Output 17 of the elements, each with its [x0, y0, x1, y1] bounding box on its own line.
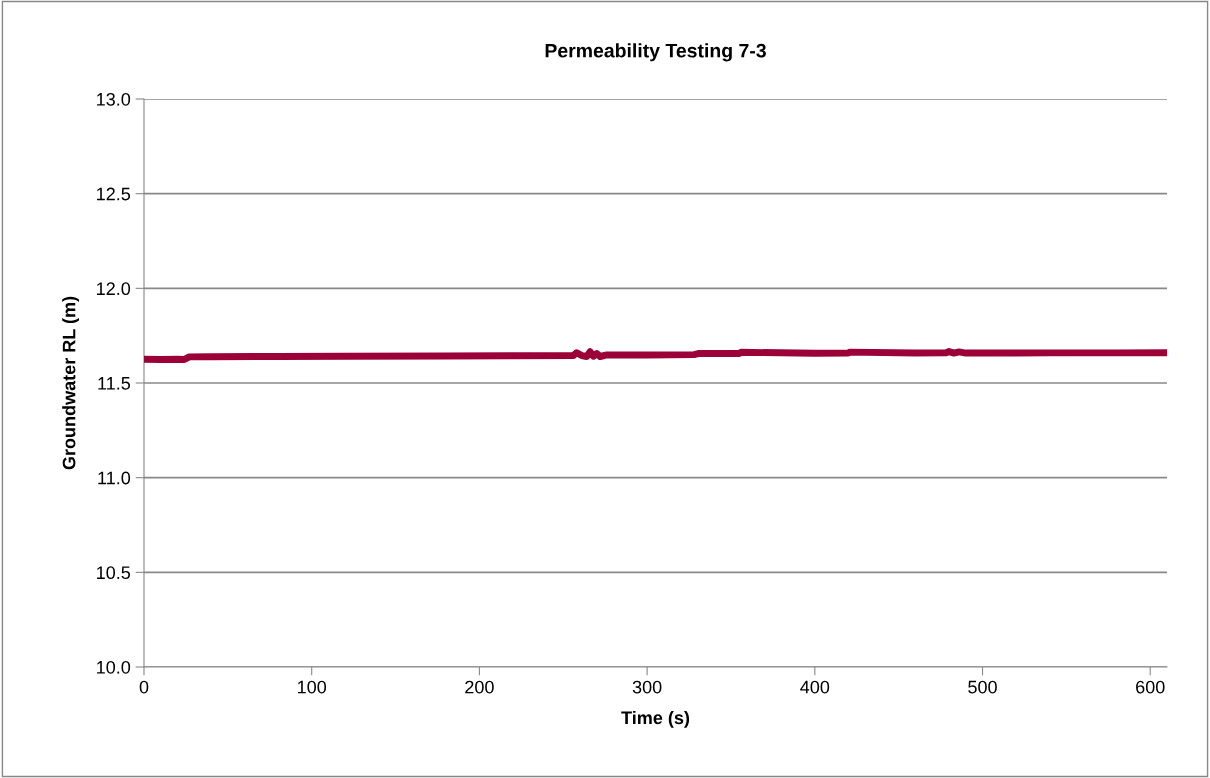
x-tick-label: 400 — [800, 680, 830, 694]
x-tick-label: 0 — [139, 680, 149, 694]
y-tick-label: 10.0 — [97, 660, 131, 674]
y-tick-label: 13.0 — [97, 92, 131, 106]
x-tick-label: 200 — [465, 680, 494, 694]
chart-title: Permeability Testing 7-3 — [545, 43, 766, 62]
y-tick-label: 11.0 — [98, 471, 131, 485]
y-tick-label: 12.5 — [97, 187, 131, 201]
y-tick-label: 11.5 — [98, 377, 131, 390]
x-tick-label: 600 — [1136, 680, 1165, 694]
y-tick-label: 12.0 — [97, 282, 131, 296]
x-tick-label: 100 — [298, 680, 327, 694]
x-tick-label: 500 — [968, 680, 997, 694]
x-tick-label: 300 — [632, 680, 662, 694]
y-axis-title: Groundwater RL (m) — [62, 296, 79, 470]
x-axis-title: Time (s) — [621, 710, 690, 728]
y-tick-label: 10.5 — [97, 566, 131, 580]
